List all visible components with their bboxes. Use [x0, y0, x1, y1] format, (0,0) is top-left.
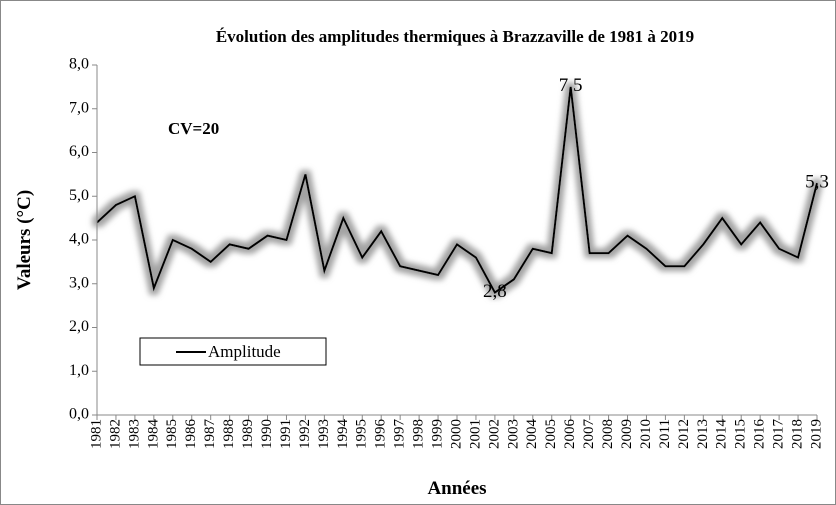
x-tick-label: 1984 — [145, 419, 161, 450]
legend-box — [139, 337, 327, 366]
y-tick-label: 4,0 — [69, 231, 89, 248]
chart-title: Évolution des amplitudes thermiques à Br… — [216, 27, 694, 46]
x-tick-label: 2008 — [600, 419, 616, 449]
x-tick-label: 1989 — [240, 419, 256, 449]
x-tick-label: 2001 — [467, 419, 483, 449]
x-tick-label: 2016 — [752, 419, 768, 450]
x-tick-label: 2005 — [543, 419, 559, 449]
x-tick-label: 2019 — [808, 419, 824, 449]
x-tick-label: 1994 — [335, 419, 351, 450]
x-tick-label: 1987 — [202, 419, 218, 450]
x-tick-label: 2012 — [676, 419, 692, 449]
x-tick-label: 1998 — [411, 419, 427, 449]
x-tick-label: 2004 — [524, 419, 540, 450]
legend-label: Amplitude — [208, 342, 281, 361]
x-tick-label: 2017 — [771, 419, 787, 450]
y-tick-label: 0,0 — [69, 406, 89, 423]
y-tick-label: 3,0 — [69, 274, 89, 291]
y-tick-label: 8,0 — [69, 56, 89, 73]
x-tick-label: 2006 — [562, 419, 578, 450]
x-tick-label: 1983 — [126, 419, 142, 449]
x-tick-label: 2013 — [695, 419, 711, 449]
x-tick-label: 1986 — [183, 419, 199, 450]
x-tick-label: 2002 — [486, 419, 502, 449]
x-tick-label: 2003 — [505, 419, 521, 449]
data-label: 2,8 — [483, 281, 507, 302]
x-axis-title: Années — [427, 478, 486, 499]
x-tick-label: 2009 — [619, 419, 635, 449]
x-tick-label: 2000 — [448, 419, 464, 449]
y-tick-label: 2,0 — [69, 318, 89, 335]
data-line — [96, 86, 818, 294]
x-tick-label: 2015 — [733, 419, 749, 449]
data-label: 7,5 — [559, 75, 583, 96]
x-tick-label: 2018 — [789, 419, 805, 449]
x-tick-label: 1992 — [297, 419, 313, 449]
x-tick-label: 1996 — [373, 419, 389, 450]
x-tick-label: 1981 — [88, 419, 104, 449]
x-tick-label: 1995 — [354, 419, 370, 449]
x-tick-label: 1999 — [429, 419, 445, 449]
x-tick-label: 1990 — [259, 419, 275, 449]
x-tick-label: 1985 — [164, 419, 180, 449]
y-tick-label: 5,0 — [69, 187, 89, 204]
y-tick-label: 1,0 — [69, 362, 89, 379]
y-tick-label: 7,0 — [69, 99, 89, 116]
x-tick-label: 2010 — [638, 419, 654, 449]
x-tick-label: 2011 — [657, 419, 673, 448]
x-tick-label: 1997 — [392, 419, 408, 450]
annotation: CV=20 — [168, 119, 219, 138]
data-label: 5,3 — [805, 171, 829, 192]
x-tick-label: 1982 — [107, 419, 123, 449]
y-axis-title: Valeurs (°C) — [14, 190, 35, 290]
x-tick-label: 1993 — [316, 419, 332, 449]
x-tick-label: 1991 — [278, 419, 294, 449]
x-tick-label: 1988 — [221, 419, 237, 449]
x-tick-label: 2014 — [714, 419, 730, 450]
y-tick-label: 6,0 — [69, 143, 89, 160]
legend: Amplitude 0,0 1,0 2,0 3,0 4,0 5,0 6,0 7,0 8,0 198… — [69, 56, 824, 449]
x-tick-label: 2007 — [581, 419, 597, 450]
